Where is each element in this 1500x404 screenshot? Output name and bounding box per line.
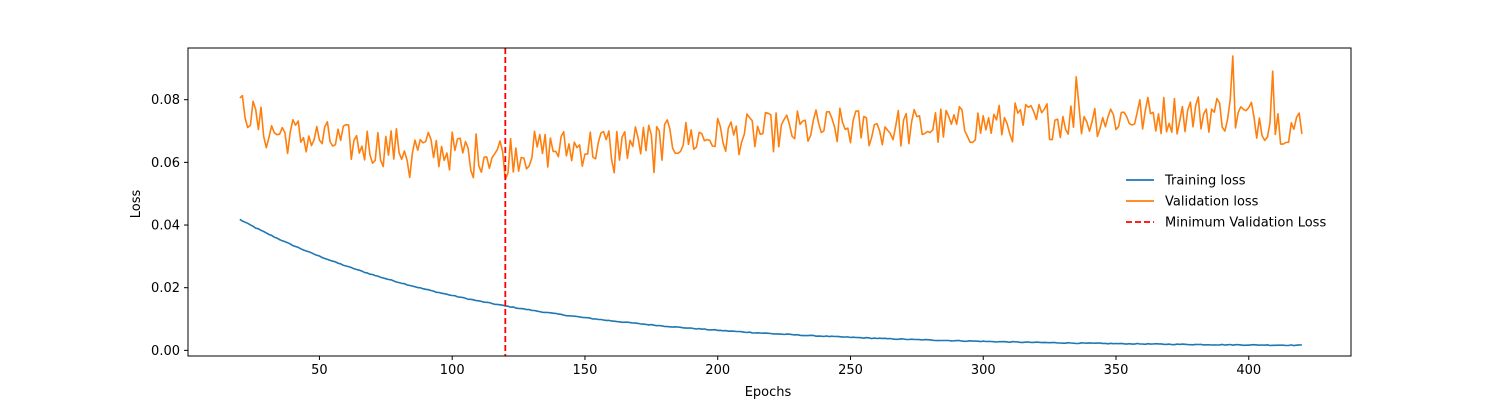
x-axis: 50 100 150 200 250 300 350 400 <box>311 356 1261 378</box>
legend-label: Validation loss <box>1165 195 1259 210</box>
x-axis-label: Epochs <box>745 385 792 400</box>
plot-frame <box>187 47 1352 357</box>
y-tick-label: 0.08 <box>151 93 180 108</box>
series-training-loss <box>239 218 1302 347</box>
legend: Training loss Validation loss Minimum Vali… <box>1126 174 1326 231</box>
x-tick-label: 100 <box>440 363 465 378</box>
series-layer <box>239 48 1303 356</box>
legend-label: Training loss <box>1164 174 1246 189</box>
y-tick-label: 0.02 <box>151 281 180 296</box>
y-tick-label: 0.06 <box>151 156 180 171</box>
y-tick-label: 0.00 <box>151 344 180 359</box>
y-tick-label: 0.04 <box>151 219 180 234</box>
x-tick-label: 200 <box>705 363 730 378</box>
x-tick-label: 50 <box>311 363 328 378</box>
x-tick-label: 150 <box>573 363 598 378</box>
y-axis: 0.00 0.02 0.04 0.06 0.08 <box>151 93 188 359</box>
x-tick-label: 350 <box>1104 363 1129 378</box>
series-validation-loss <box>239 55 1303 181</box>
x-tick-label: 250 <box>838 363 863 378</box>
x-tick-label: 300 <box>971 363 996 378</box>
x-tick-label: 400 <box>1236 363 1261 378</box>
y-axis-label: Loss <box>129 190 144 219</box>
legend-label: Minimum Validation Loss <box>1165 216 1326 231</box>
